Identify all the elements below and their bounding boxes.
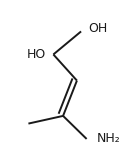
Text: OH: OH <box>88 22 107 35</box>
Text: HO: HO <box>27 48 46 61</box>
Text: NH₂: NH₂ <box>96 132 120 145</box>
